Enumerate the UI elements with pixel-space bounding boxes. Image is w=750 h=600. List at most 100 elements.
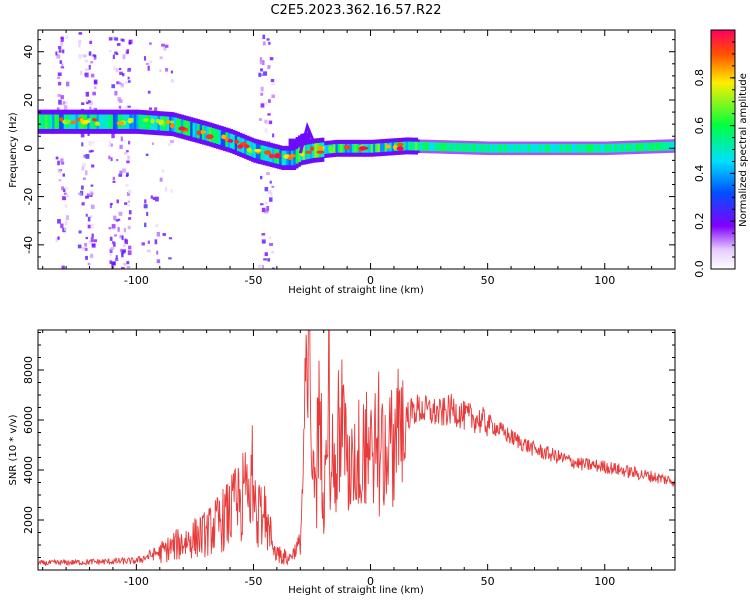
spec-band-core (567, 143, 571, 153)
spec-band-core (340, 143, 344, 153)
spec-band-core (539, 143, 543, 153)
spec-noise-cell (86, 193, 91, 197)
spec-noise-cell (119, 248, 123, 253)
spec-hotspot (273, 153, 281, 159)
spec-noise-cell (170, 70, 174, 74)
spec-noise-cell (81, 142, 84, 147)
spec-ytick-label: -20 (22, 188, 35, 206)
spec-noise-cell (126, 261, 130, 265)
snr-xlabel: Height of straight line (km) (288, 585, 424, 596)
spec-band-core (466, 143, 470, 153)
spec-band-core (508, 143, 512, 153)
spec-noise-cell (108, 49, 112, 53)
spec-noise-cell (58, 179, 62, 182)
spec-band-core (550, 143, 554, 153)
spec-band-core (124, 114, 128, 129)
spec-noise-cell (154, 239, 158, 245)
spec-noise-cell (113, 242, 116, 247)
spec-band-core (375, 143, 379, 153)
spec-noise-cell (266, 172, 270, 176)
spec-noise-cell (262, 41, 266, 46)
spec-noise-cell (128, 210, 132, 215)
spec-noise-cell (119, 170, 123, 175)
spec-band-core (478, 143, 482, 153)
spec-xtick-label: -100 (124, 274, 149, 287)
spec-band-core (400, 141, 404, 151)
spec-noise-cell (141, 242, 145, 246)
spec-noise-cell (61, 63, 64, 67)
spec-noise-cell (260, 92, 264, 96)
spec-hotspot (221, 134, 227, 140)
spec-noise-cell (78, 32, 83, 35)
spec-noise-cell (110, 202, 113, 206)
spec-band-core (103, 114, 107, 129)
spec-noise-cell (115, 255, 118, 259)
spec-noise-cell (260, 103, 265, 108)
colorbar: 0.0 0.2 0.4 0.6 0.8 Normalized spectral ampl… (693, 29, 749, 278)
spec-band-core (312, 143, 316, 158)
spec-noise-cell (269, 180, 272, 184)
colorbar-label: Normalized spectral amplitude (738, 73, 749, 227)
spec-noise-cell (78, 53, 82, 59)
spec-band-core (110, 114, 114, 129)
spec-band-core (75, 114, 79, 129)
spec-noise-cell (78, 192, 82, 196)
spec-noise-cell (156, 259, 161, 264)
spec-noise-cell (85, 154, 90, 159)
spec-noise-cell (94, 54, 97, 59)
spec-noise-cell (94, 86, 97, 89)
spec-noise-cell (62, 173, 65, 177)
spec-xtick-label: -50 (244, 274, 262, 287)
spec-band-core (433, 142, 437, 152)
spec-noise-cell (111, 84, 116, 89)
spec-noise-cell (65, 35, 69, 39)
spec-band-core (169, 116, 173, 132)
spec-noise-cell (261, 265, 264, 269)
spec-noise-cell (272, 133, 275, 138)
spec-xtick-label: 100 (594, 274, 615, 287)
spec-noise-cell (259, 60, 263, 65)
spec-band-core (564, 143, 568, 153)
spec-noise-cell (262, 34, 266, 40)
spec-band-core (377, 143, 381, 153)
spec-noise-cell (93, 107, 98, 112)
spec-noise-cell (57, 81, 62, 86)
spec-noise-cell (259, 118, 262, 121)
snr-axes: -100 -50 0 50 100 2000 4000 6000 8000 (22, 330, 676, 588)
spec-hotspot (300, 152, 305, 157)
spec-noise-cell (57, 236, 60, 239)
colorbar-tick-label: 0.4 (693, 165, 706, 183)
spec-band-core (600, 143, 604, 153)
spec-noise-cell (81, 202, 85, 206)
spec-hotspot (268, 153, 275, 159)
colorbar-axes: 0.0 0.2 0.4 0.6 0.8 (693, 41, 735, 278)
spec-noise-cell (82, 163, 86, 167)
snr-xtick-label: -50 (244, 575, 262, 588)
spec-noise-cell (89, 40, 93, 45)
spec-band-core (47, 114, 51, 129)
spec-noise-cell (128, 41, 132, 45)
spec-band-core (607, 143, 611, 153)
spec-noise-cell (112, 176, 116, 181)
spec-band-core (628, 143, 632, 152)
spec-band-core (368, 143, 372, 153)
spec-band-core (522, 143, 526, 153)
spec-spike (298, 121, 316, 154)
spec-noise-cell (115, 218, 119, 222)
spec-noise-cell (57, 169, 62, 173)
spec-band-core (518, 143, 522, 153)
spec-band-core (553, 143, 557, 153)
spec-noise-cell (118, 211, 123, 216)
spec-noise-cell (112, 227, 116, 231)
spec-band-core (445, 142, 449, 152)
spec-noise-cell (261, 207, 266, 213)
spec-noise-cell (64, 186, 68, 190)
spec-noise-cell (168, 257, 172, 260)
spec-noise-cell (80, 133, 85, 138)
spec-band-core (356, 143, 360, 153)
spec-band-core (45, 114, 49, 129)
spec-band-core (326, 144, 330, 154)
spec-band-core (351, 143, 355, 153)
spec-hotspot (165, 119, 171, 125)
spec-noise-cell (110, 157, 113, 162)
